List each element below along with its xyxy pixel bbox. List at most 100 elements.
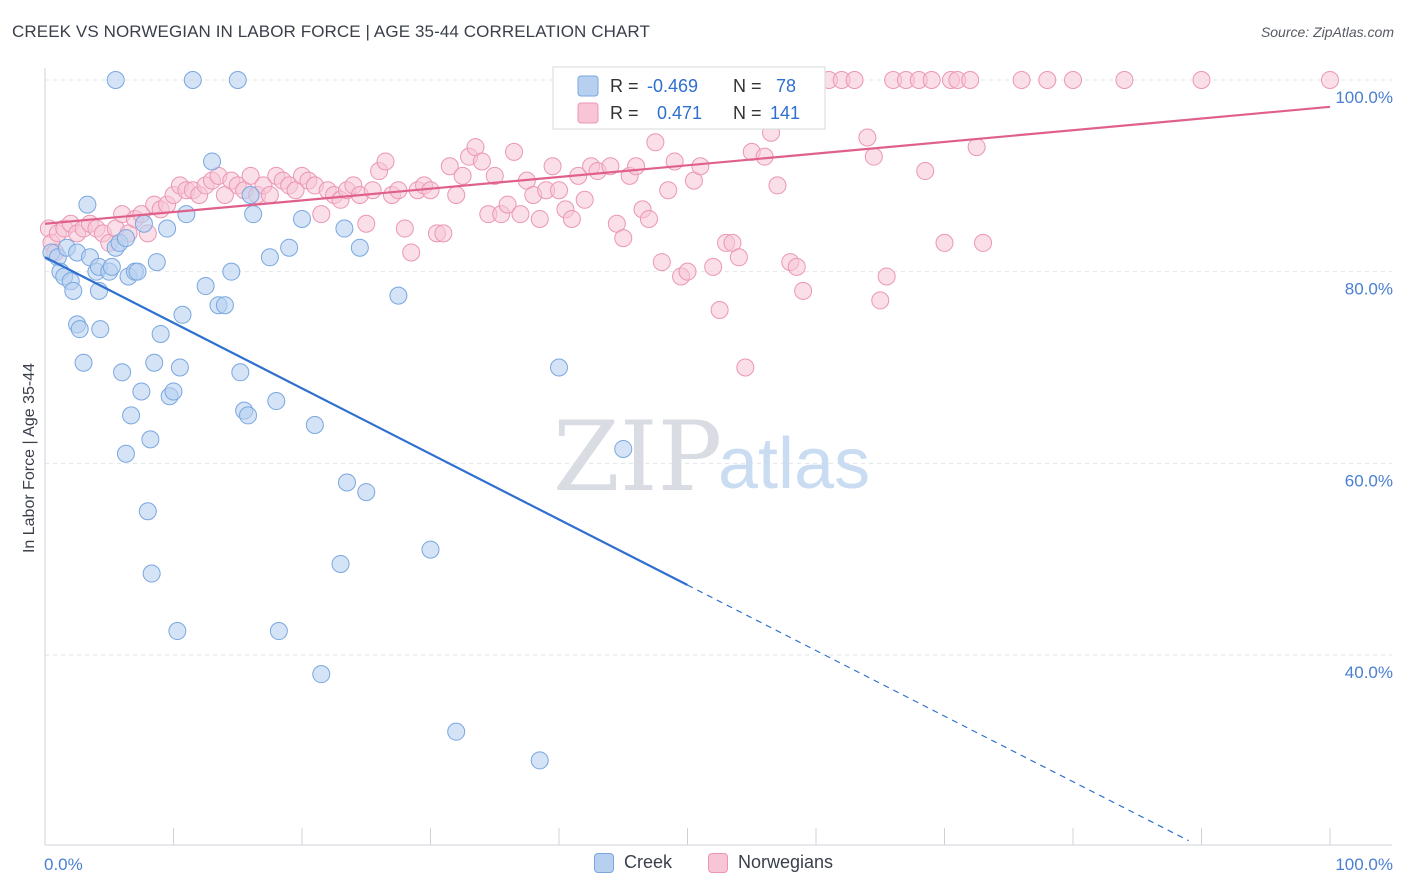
norwegians-point [511, 205, 530, 224]
creek-point [64, 281, 83, 300]
norwegians-point [916, 162, 935, 181]
norwegians-point [729, 248, 748, 267]
creek-point [78, 195, 97, 214]
creek-n-value: 78 [776, 76, 796, 96]
y-tick-label: 80.0% [1345, 280, 1393, 299]
norwegians-point [794, 281, 813, 300]
norwegians-point [974, 233, 993, 252]
creek-point [151, 324, 170, 343]
norwegians-point [691, 157, 710, 176]
norwegians-point [871, 291, 890, 310]
stats-legend: R = -0.469 N = 78 R = 0.471 N = 141 [552, 66, 826, 130]
norwegians-point [864, 147, 883, 166]
norwegians-point [505, 142, 524, 161]
source-label: Source: ZipAtlas.com [1260, 24, 1394, 40]
norwegians-point [1321, 71, 1339, 89]
norwegians-point [440, 157, 459, 176]
norwegians-swatch [708, 852, 728, 873]
watermark: ZIP atlas [553, 401, 870, 513]
creek-point [331, 554, 350, 573]
creek-point [337, 473, 356, 492]
creek-point [122, 406, 141, 425]
chart-title: CREEK VS NORWEGIAN IN LABOR FORCE | AGE … [12, 22, 650, 41]
norwegians-point [357, 214, 376, 233]
creek-point [134, 214, 153, 233]
legend-creek-label: Creek [624, 852, 673, 872]
norwegians-r-value: 0.471 [657, 103, 702, 123]
norwegians-legend-swatch [577, 102, 599, 124]
norwegians-point [485, 166, 504, 185]
norwegians-n-label: N = [733, 103, 762, 123]
norwegians-point [877, 267, 896, 286]
creek-point [128, 262, 147, 281]
creek-point [614, 439, 633, 458]
norwegians-point [614, 229, 633, 248]
creek-point [421, 540, 440, 559]
norwegians-n-value: 141 [770, 103, 800, 123]
creek-point [312, 665, 331, 684]
norwegians-point [652, 253, 671, 272]
norwegians-point [659, 181, 678, 200]
legend-item-norwegians: Norwegians [708, 852, 833, 873]
norwegians-point [562, 209, 581, 228]
creek-points [42, 71, 633, 770]
norwegians-point [787, 257, 806, 276]
creek-point [173, 305, 192, 324]
norwegians-point [1038, 71, 1057, 89]
norwegians-point [736, 358, 755, 377]
norwegians-point [543, 157, 562, 176]
creek-point [142, 564, 161, 583]
norwegians-point [434, 224, 453, 243]
norwegians-point [447, 186, 466, 204]
norwegians-point [241, 166, 260, 185]
creek-point [280, 238, 299, 257]
creek-point [70, 320, 89, 339]
norwegians-point [550, 181, 568, 200]
creek-trend-extension [687, 584, 1189, 842]
creek-point [269, 622, 288, 641]
creek-point [168, 622, 187, 641]
norwegians-point [704, 257, 723, 276]
creek-point [389, 286, 408, 305]
creek-point [239, 406, 258, 425]
watermark-zip: ZIP [553, 401, 722, 513]
creek-point [244, 205, 263, 224]
norwegians-point [646, 133, 665, 152]
creek-point [102, 257, 121, 276]
norwegians-point [845, 71, 864, 89]
norwegians-r-label: R = [610, 103, 639, 123]
norwegians-point [935, 233, 954, 252]
norwegians-point [402, 243, 421, 262]
norwegians-point [363, 181, 382, 200]
creek-point [132, 382, 151, 401]
norwegians-point [1064, 71, 1082, 89]
creek-point [145, 353, 164, 372]
creek-point [196, 277, 215, 296]
creek-point [260, 248, 279, 267]
norwegians-point [498, 195, 517, 214]
creek-point [267, 392, 286, 411]
norwegians-point [627, 157, 646, 176]
creek-point [447, 722, 466, 741]
creek-point [305, 416, 324, 434]
creek-r-label: R = [610, 76, 639, 96]
legend-norwegians-label: Norwegians [738, 852, 834, 872]
creek-point [357, 483, 376, 502]
norwegians-point [639, 209, 658, 228]
creek-legend-swatch [577, 75, 599, 97]
norwegians-point [961, 71, 980, 89]
creek-point [222, 262, 241, 281]
creek-point [241, 186, 260, 204]
creek-point [231, 363, 250, 382]
creek-point [113, 363, 132, 382]
creek-swatch [594, 852, 614, 873]
creek-point [550, 358, 568, 377]
creek-point [106, 71, 125, 89]
creek-point [215, 296, 234, 315]
legend-item-creek: Creek [594, 852, 672, 873]
y-tick-label: 40.0% [1345, 663, 1393, 682]
creek-trend-line [44, 256, 688, 587]
x-tick-label: 100.0% [1335, 855, 1393, 874]
creek-point [170, 358, 189, 377]
axes [44, 68, 1392, 846]
